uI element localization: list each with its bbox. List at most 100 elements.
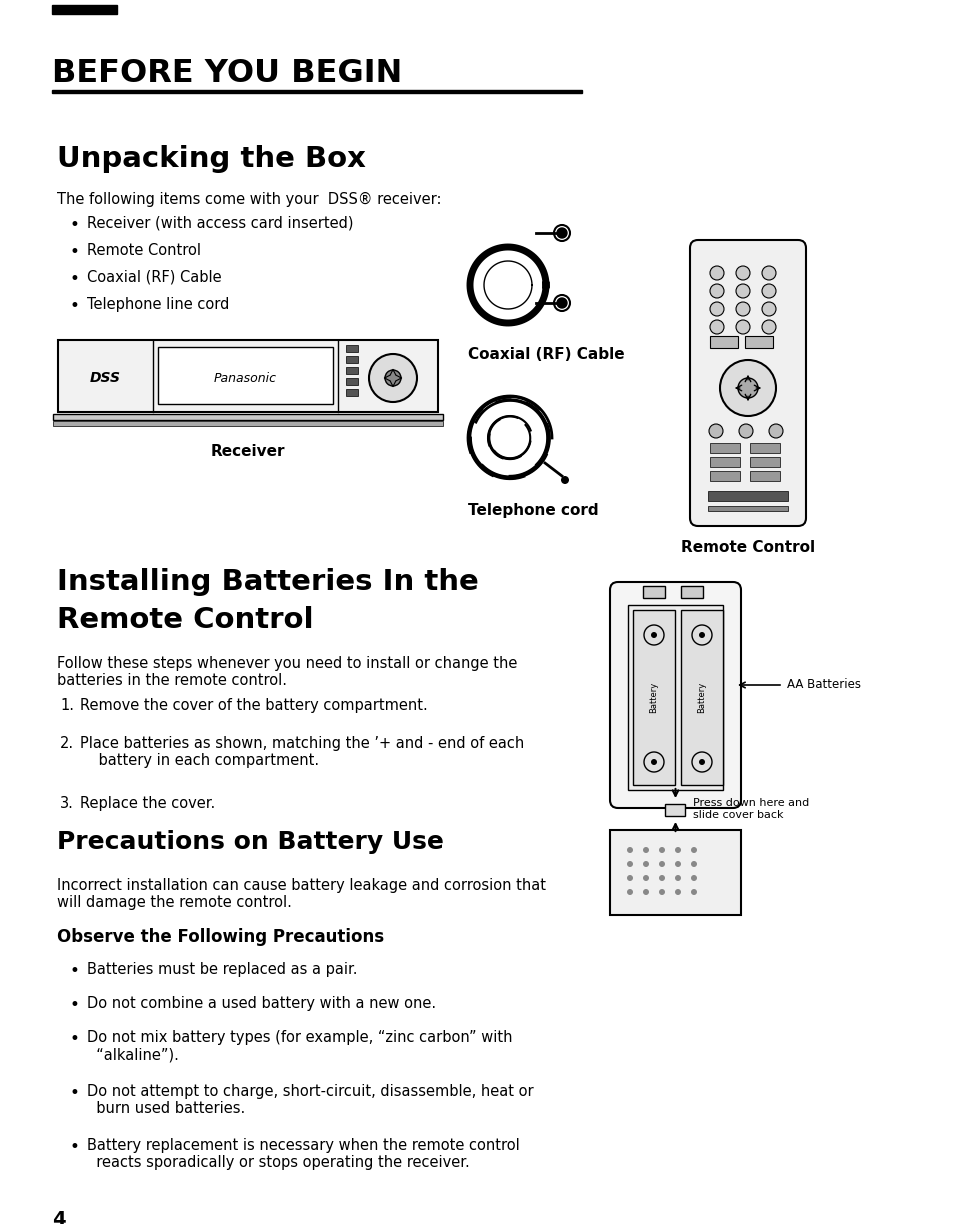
Text: Batteries must be replaced as a pair.: Batteries must be replaced as a pair.: [87, 962, 357, 977]
Text: •: •: [70, 244, 80, 261]
Text: The following items come with your  DSS® receiver:: The following items come with your DSS® …: [57, 192, 441, 207]
Circle shape: [626, 847, 633, 853]
Bar: [158, 346, 333, 404]
Circle shape: [642, 889, 648, 895]
Text: BEFORE YOU BEGIN: BEFORE YOU BEGIN: [52, 58, 402, 89]
Circle shape: [708, 424, 722, 438]
Bar: [633, 610, 675, 785]
Bar: [680, 586, 702, 599]
Text: Do not attempt to charge, short-circuit, disassemble, heat or
  burn used batter: Do not attempt to charge, short-circuit,…: [87, 1084, 533, 1116]
Circle shape: [557, 228, 566, 237]
FancyBboxPatch shape: [689, 240, 805, 526]
Circle shape: [690, 860, 697, 867]
Bar: [680, 610, 722, 785]
FancyBboxPatch shape: [609, 581, 740, 808]
Bar: [346, 356, 357, 364]
Text: Telephone line cord: Telephone line cord: [87, 297, 229, 312]
Text: Remote Control: Remote Control: [680, 540, 814, 554]
Bar: [609, 830, 740, 916]
Circle shape: [709, 266, 723, 280]
Circle shape: [690, 847, 697, 853]
Circle shape: [659, 889, 664, 895]
Bar: [665, 804, 685, 816]
Circle shape: [720, 360, 775, 416]
Circle shape: [709, 302, 723, 316]
Text: Coaxial (RF) Cable: Coaxial (RF) Cable: [468, 346, 624, 362]
Bar: [709, 443, 740, 453]
Circle shape: [659, 875, 664, 881]
Bar: [709, 457, 740, 468]
Text: Remove the cover of the battery compartment.: Remove the cover of the battery compartm…: [80, 698, 427, 714]
Circle shape: [690, 889, 697, 895]
Circle shape: [699, 759, 704, 765]
Circle shape: [675, 847, 680, 853]
Text: •: •: [70, 1031, 80, 1048]
Circle shape: [369, 354, 416, 401]
Circle shape: [709, 284, 723, 297]
Bar: [749, 443, 780, 453]
Bar: [346, 378, 357, 386]
Circle shape: [642, 875, 648, 881]
Text: Do not mix battery types (for example, “zinc carbon” with
  “alkaline”).: Do not mix battery types (for example, “…: [87, 1031, 512, 1062]
Text: Incorrect installation can cause battery leakage and corrosion that
will damage : Incorrect installation can cause battery…: [57, 878, 545, 911]
Bar: [52, 89, 581, 93]
Bar: [744, 337, 772, 348]
Bar: [749, 457, 780, 468]
Circle shape: [385, 370, 400, 386]
Text: •: •: [70, 1138, 80, 1155]
Text: Panasonic: Panasonic: [213, 372, 276, 384]
Circle shape: [738, 378, 758, 398]
Text: DSS: DSS: [90, 371, 120, 386]
Text: 3.: 3.: [60, 796, 73, 812]
Text: Battery replacement is necessary when the remote control
  reacts sporadically o: Battery replacement is necessary when th…: [87, 1138, 519, 1170]
Text: Replace the cover.: Replace the cover.: [80, 796, 215, 812]
Circle shape: [557, 297, 566, 308]
Text: 4: 4: [52, 1211, 66, 1224]
Circle shape: [761, 284, 775, 297]
Circle shape: [675, 860, 680, 867]
Circle shape: [761, 266, 775, 280]
Circle shape: [761, 319, 775, 334]
Bar: [709, 337, 738, 348]
Bar: [749, 471, 780, 481]
Circle shape: [626, 889, 633, 895]
Text: •: •: [70, 271, 80, 288]
Text: Press down here and
slide cover back: Press down here and slide cover back: [693, 798, 809, 820]
Circle shape: [650, 632, 657, 638]
Bar: [346, 389, 357, 397]
Circle shape: [709, 319, 723, 334]
Text: Place batteries as shown, matching the ’+ and - end of each
    battery in each : Place batteries as shown, matching the ’…: [80, 736, 524, 769]
Text: Receiver: Receiver: [211, 444, 285, 459]
Text: 1.: 1.: [60, 698, 74, 714]
Text: Unpacking the Box: Unpacking the Box: [57, 144, 366, 173]
Text: Follow these steps whenever you need to install or change the
batteries in the r: Follow these steps whenever you need to …: [57, 656, 517, 688]
Text: Installing Batteries In the: Installing Batteries In the: [57, 568, 478, 596]
Text: Do not combine a used battery with a new one.: Do not combine a used battery with a new…: [87, 996, 436, 1011]
Circle shape: [735, 284, 749, 297]
Text: Remote Control: Remote Control: [57, 606, 314, 634]
Circle shape: [768, 424, 782, 438]
Circle shape: [739, 424, 752, 438]
Text: Battery: Battery: [697, 682, 706, 714]
Circle shape: [675, 889, 680, 895]
Bar: [707, 506, 787, 510]
Circle shape: [642, 860, 648, 867]
Bar: [58, 340, 437, 412]
Bar: [627, 605, 722, 789]
Circle shape: [560, 476, 568, 483]
Bar: [53, 421, 442, 426]
Text: Remote Control: Remote Control: [87, 244, 201, 258]
Bar: [642, 586, 664, 599]
Text: •: •: [70, 962, 80, 980]
Text: Receiver (with access card inserted): Receiver (with access card inserted): [87, 215, 354, 231]
Bar: [53, 414, 442, 420]
Text: Telephone cord: Telephone cord: [468, 503, 598, 518]
Bar: [707, 491, 787, 501]
Text: Battery: Battery: [649, 682, 658, 714]
Circle shape: [642, 847, 648, 853]
Circle shape: [659, 847, 664, 853]
Bar: [346, 367, 357, 375]
Text: Coaxial (RF) Cable: Coaxial (RF) Cable: [87, 271, 221, 285]
Text: 2.: 2.: [60, 736, 74, 752]
Bar: [709, 471, 740, 481]
